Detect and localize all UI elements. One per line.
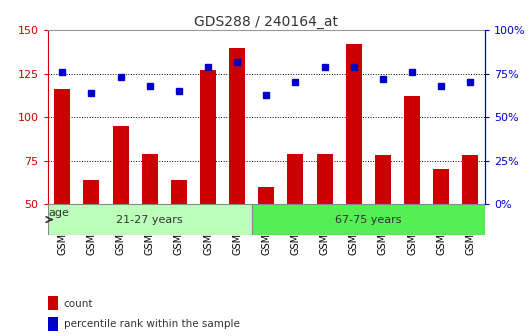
Bar [252,204,485,235]
Bar [258,186,275,204]
Text: percentile rank within the sample: percentile rank within the sample [64,319,240,329]
Bar [142,154,158,204]
Bar [404,96,420,204]
Bar [48,317,58,331]
Bar [200,70,216,204]
Text: age: age [48,208,69,218]
Text: count: count [64,299,93,308]
Bar [54,89,70,204]
Text: 67-75 years: 67-75 years [335,215,402,224]
Title: GDS288 / 240164_at: GDS288 / 240164_at [195,15,338,29]
Bar [48,204,252,235]
Text: 21-27 years: 21-27 years [117,215,183,224]
Bar [48,296,58,310]
Bar [287,154,304,204]
Bar [83,180,100,204]
Bar [316,154,333,204]
Bar [433,169,449,204]
Bar [375,155,391,204]
Bar [346,44,362,204]
Bar [462,155,479,204]
Bar [229,48,245,204]
Bar [171,180,187,204]
Bar [112,126,129,204]
